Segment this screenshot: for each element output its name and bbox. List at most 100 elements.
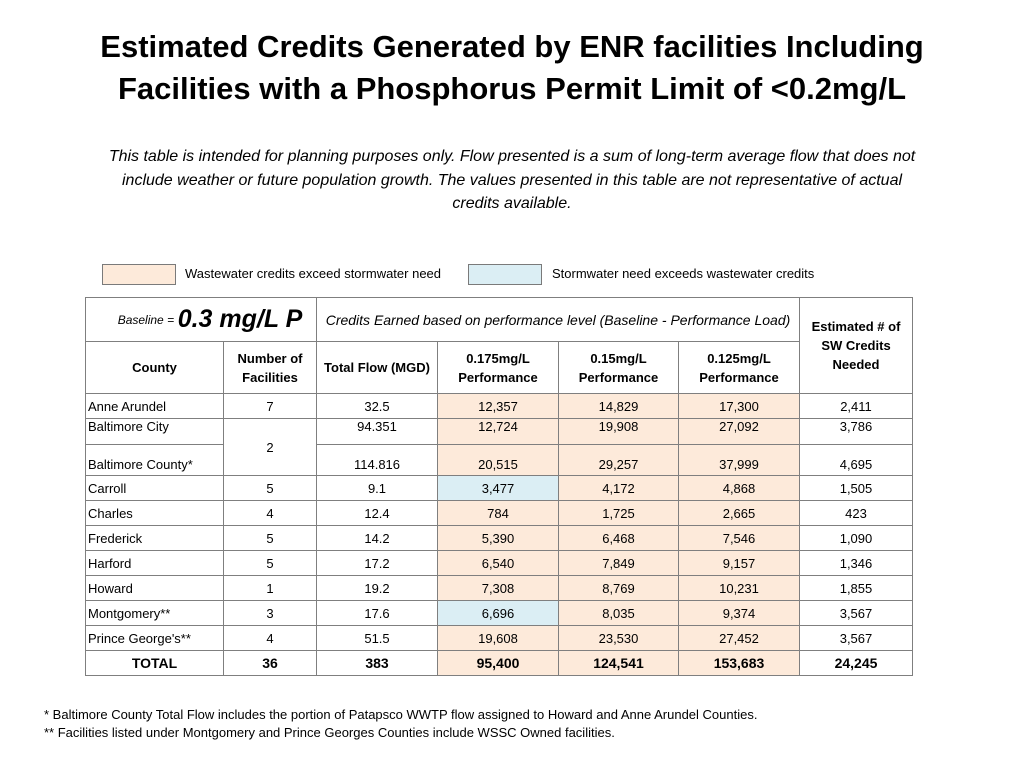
sw-credits-cell: 3,567 (799, 625, 913, 651)
total-flow-cell: 383 (316, 650, 438, 676)
county-cell: Howard (85, 575, 224, 601)
baseline-cell: Baseline = 0.3 mg/L P (85, 297, 317, 342)
disclaimer-line-3: credits available. (452, 195, 572, 212)
county-cell: Anne Arundel (85, 393, 224, 419)
page-title: Estimated Credits Generated by ENR facil… (0, 26, 1024, 110)
disclaimer-text: This table is intended for planning purp… (40, 145, 984, 216)
sw-credits-cell: 1,346 (799, 550, 913, 576)
p175-header: 0.175mg/L Performance (437, 341, 559, 394)
sw-credits-cell: 1,855 (799, 575, 913, 601)
flow-cell: 12.4 (316, 500, 438, 526)
sw-credits-cell: 3,786 (799, 418, 913, 445)
flow-cell: 14.2 (316, 525, 438, 551)
sw-credits-cell: 423 (799, 500, 913, 526)
p175-cell: 19,608 (437, 625, 559, 651)
header-row-2: County Number of Facilities Total Flow (… (85, 341, 913, 394)
table-row: Carroll 5 9.1 3,477 4,172 4,868 1,505 (85, 475, 913, 501)
table-row: Anne Arundel 7 32.5 12,357 14,829 17,300… (85, 393, 913, 419)
total-p15-cell: 124,541 (558, 650, 679, 676)
county-cell: Baltimore City (85, 418, 224, 445)
p15-cell: 8,035 (558, 600, 679, 626)
legend-swatch-stormwater (468, 264, 542, 285)
table-row: Harford 5 17.2 6,540 7,849 9,157 1,346 (85, 550, 913, 576)
county-cell: Frederick (85, 525, 224, 551)
legend-label-stormwater: Stormwater need exceeds wastewater credi… (552, 266, 815, 281)
total-p175-cell: 95,400 (437, 650, 559, 676)
total-label-cell: TOTAL (85, 650, 224, 676)
facilities-cell: 5 (223, 550, 317, 576)
flow-cell: 9.1 (316, 475, 438, 501)
facilities-cell: 4 (223, 500, 317, 526)
facilities-cell: 5 (223, 475, 317, 501)
total-p125-cell: 153,683 (678, 650, 800, 676)
p15-cell: 19,908 (558, 418, 679, 445)
sw-credits-cell: 2,411 (799, 393, 913, 419)
p125-cell: 27,092 (678, 418, 800, 445)
facilities-cell: 1 (223, 575, 317, 601)
p125-cell: 9,157 (678, 550, 800, 576)
p175-cell: 12,357 (437, 393, 559, 419)
footnote-baltimore: * Baltimore County Total Flow includes t… (44, 707, 758, 722)
county-cell: Prince George's** (85, 625, 224, 651)
facilities-cell: 3 (223, 600, 317, 626)
p15-cell: 29,257 (558, 444, 679, 476)
flow-cell: 51.5 (316, 625, 438, 651)
flow-cell: 17.2 (316, 550, 438, 576)
p175-cell: 6,696 (437, 600, 559, 626)
p15-cell: 14,829 (558, 393, 679, 419)
p125-cell: 4,868 (678, 475, 800, 501)
p125-cell: 10,231 (678, 575, 800, 601)
facilities-cell: 4 (223, 625, 317, 651)
title-line-1: Estimated Credits Generated by ENR facil… (100, 29, 924, 64)
p175-cell: 784 (437, 500, 559, 526)
flow-cell: 94.351 (316, 418, 438, 445)
facilities-cell: 7 (223, 393, 317, 419)
flow-cell: 32.5 (316, 393, 438, 419)
sw-credits-cell: 4,695 (799, 444, 913, 476)
p15-cell: 4,172 (558, 475, 679, 501)
total-flow-header: Total Flow (MGD) (316, 341, 438, 394)
facilities-header: Number of Facilities (223, 341, 317, 394)
baseline-label: Baseline = (117, 312, 175, 327)
county-cell: Charles (85, 500, 224, 526)
p125-cell: 37,999 (678, 444, 800, 476)
county-cell: Baltimore County* (85, 444, 224, 476)
facilities-cell: 2 (223, 418, 317, 476)
sw-credits-cell: 1,505 (799, 475, 913, 501)
p15-cell: 7,849 (558, 550, 679, 576)
p175-cell: 12,724 (437, 418, 559, 445)
p125-cell: 17,300 (678, 393, 800, 419)
flow-cell: 19.2 (316, 575, 438, 601)
flow-cell: 17.6 (316, 600, 438, 626)
table-row: Baltimore City 2 94.351 12,724 19,908 27… (85, 418, 913, 476)
p125-header: 0.125mg/L Performance (678, 341, 800, 394)
estimated-credits-header: Estimated # of SW Credits Needed (799, 297, 913, 394)
table-row: Baltimore County* 114.816 20,515 29,257 … (85, 444, 913, 476)
p125-cell: 2,665 (678, 500, 800, 526)
disclaimer-line-2: include weather or future population gro… (121, 171, 903, 189)
total-sw-cell: 24,245 (799, 650, 913, 676)
baseline-value: 0.3 mg/L P (177, 305, 303, 333)
table-row: Charles 4 12.4 784 1,725 2,665 423 (85, 500, 913, 526)
credits-table: Baseline = 0.3 mg/L P Credits Earned bas… (85, 297, 913, 676)
disclaimer-line-1: This table is intended for planning purp… (108, 148, 916, 165)
county-header: County (85, 341, 224, 394)
p125-cell: 27,452 (678, 625, 800, 651)
total-row: TOTAL 36 383 95,400 124,541 153,683 24,2… (85, 650, 913, 676)
total-facilities-cell: 36 (223, 650, 317, 676)
p125-cell: 7,546 (678, 525, 800, 551)
p15-cell: 8,769 (558, 575, 679, 601)
p175-cell: 5,390 (437, 525, 559, 551)
p15-header: 0.15mg/L Performance (558, 341, 679, 394)
sw-credits-cell: 3,567 (799, 600, 913, 626)
county-cell: Harford (85, 550, 224, 576)
sw-credits-cell: 1,090 (799, 525, 913, 551)
p175-cell: 6,540 (437, 550, 559, 576)
table-row: Howard 1 19.2 7,308 8,769 10,231 1,855 (85, 575, 913, 601)
facilities-cell: 5 (223, 525, 317, 551)
flow-cell: 114.816 (316, 444, 438, 476)
table-row: Montgomery** 3 17.6 6,696 8,035 9,374 3,… (85, 600, 913, 626)
legend-swatch-wastewater (102, 264, 176, 285)
county-cell: Carroll (85, 475, 224, 501)
p15-cell: 6,468 (558, 525, 679, 551)
